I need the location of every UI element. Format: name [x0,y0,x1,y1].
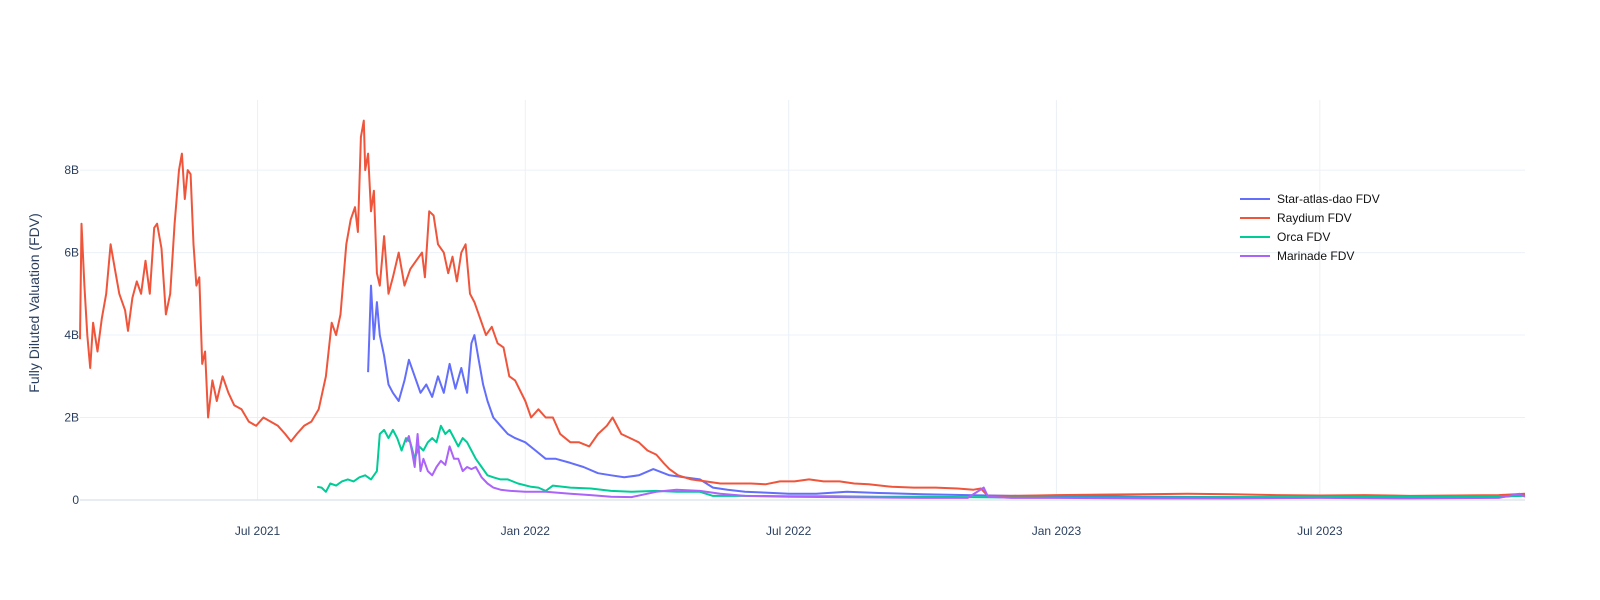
legend-item[interactable]: Marinade FDV [1240,249,1354,263]
y-tick-label: 8B [64,163,79,177]
legend-label: Raydium FDV [1277,211,1352,225]
series-line-1 [79,119,1526,497]
legend-item[interactable]: Raydium FDV [1240,211,1352,225]
x-tick-label: Jan 2022 [501,524,551,538]
series-line-3 [405,433,1526,500]
series-lines [79,119,1526,500]
legend-label: Star-atlas-dao FDV [1277,192,1380,206]
legend-item[interactable]: Orca FDV [1240,230,1330,244]
y-tick-label: 6B [64,246,79,260]
y-axis-ticks: 0 2B 4B 6B 8B [64,163,79,507]
x-axis-ticks: Jul 2021 Jan 2022 Jul 2022 Jan 2023 Jul 2023 [235,524,1343,538]
gridlines [80,100,1525,501]
x-tick-label: Jul 2023 [1297,524,1343,538]
x-tick-label: Jul 2022 [766,524,812,538]
legend-item[interactable]: Star-atlas-dao FDV [1240,192,1380,206]
legend-label: Orca FDV [1277,230,1330,244]
x-tick-label: Jul 2021 [235,524,281,538]
y-axis-title: Fully Diluted Valuation (FDV) [26,213,42,392]
y-tick-label: 2B [64,411,79,425]
x-tick-label: Jan 2023 [1032,524,1082,538]
legend[interactable]: Star-atlas-dao FDV Raydium FDV Orca FDV Mar… [1240,192,1380,263]
y-tick-label: 0 [72,493,79,507]
series-line-0 [367,284,1526,499]
y-tick-label: 4B [64,328,79,342]
legend-label: Marinade FDV [1277,249,1354,263]
